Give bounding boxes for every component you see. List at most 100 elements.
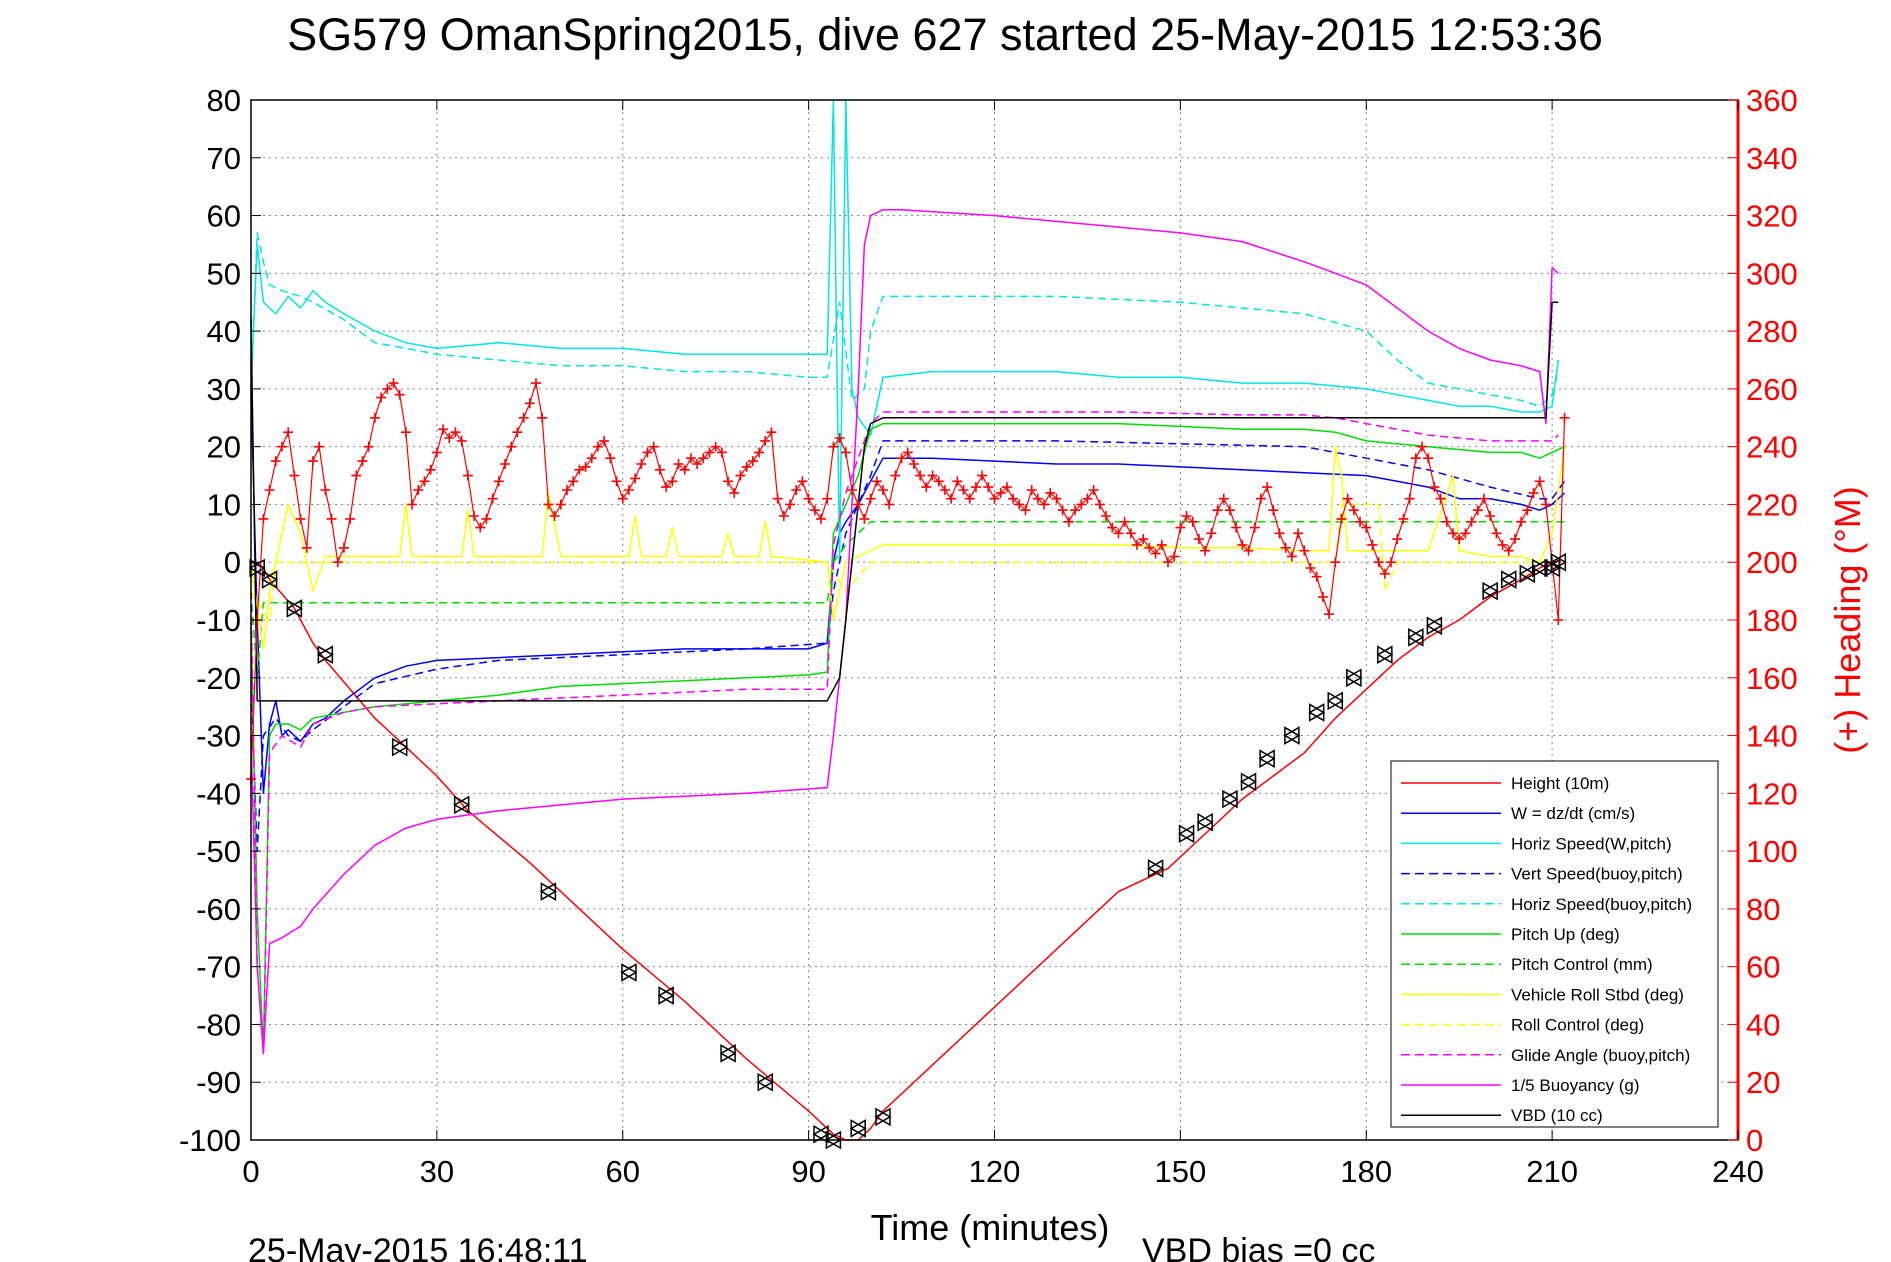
- heading-point: [1181, 511, 1192, 521]
- legend-label: Roll Control (deg): [1511, 1016, 1644, 1035]
- heading-point: [314, 441, 325, 452]
- heading-point: [679, 464, 690, 475]
- heading-point: [605, 453, 616, 464]
- heading-point: [1348, 505, 1359, 516]
- heading-point: [1156, 539, 1167, 550]
- series-vbd-10-cc: [250, 301, 1559, 702]
- heading-point: [1386, 557, 1397, 568]
- dive-marker: [1425, 616, 1443, 636]
- right-tick-label: 300: [1746, 256, 1798, 291]
- heading-point: [803, 493, 814, 504]
- heading-point: [518, 412, 529, 423]
- dive-marker: [756, 1072, 774, 1092]
- heading-point: [729, 487, 740, 498]
- heading-point: [493, 476, 504, 487]
- heading-point: [481, 513, 492, 524]
- left-tick-label: -30: [196, 719, 241, 754]
- heading-point: [785, 499, 796, 510]
- dive-marker: [1549, 552, 1567, 572]
- dive-marker: [1178, 824, 1196, 844]
- heading-point: [933, 476, 944, 487]
- heading-point: [1268, 505, 1279, 516]
- marker-left-triangle: [285, 599, 303, 618]
- heading-point: [1447, 528, 1458, 539]
- heading-point: [270, 456, 281, 467]
- left-tick-label: 10: [207, 487, 241, 522]
- left-tick-label: -80: [196, 1007, 241, 1042]
- heading-point: [1032, 493, 1043, 504]
- heading-point: [357, 456, 368, 467]
- heading-point: [754, 447, 765, 458]
- heading-point: [921, 482, 932, 493]
- heading-point: [1534, 476, 1545, 487]
- heading-point: [1336, 513, 1347, 524]
- left-tick-label: 80: [207, 83, 241, 118]
- heading-point: [586, 453, 597, 464]
- heading-point: [351, 470, 362, 481]
- legend-label: Pitch Up (deg): [1511, 925, 1620, 944]
- dive-marker: [719, 1044, 737, 1063]
- heading-point: [760, 435, 771, 446]
- heading-point: [425, 464, 436, 475]
- heading-point: [698, 453, 709, 464]
- heading-point: [1082, 493, 1093, 504]
- dive-marker: [1481, 581, 1499, 601]
- dive-marker: [849, 1119, 867, 1138]
- marker-left-triangle: [1531, 558, 1548, 578]
- heading-point: [413, 485, 424, 495]
- heading-point: [568, 476, 579, 487]
- heading-point: [400, 427, 411, 438]
- dive-marker: [657, 986, 675, 1005]
- heading-point: [1026, 485, 1037, 495]
- right-tick-label: 160: [1746, 661, 1798, 696]
- heading-point: [1187, 516, 1198, 527]
- heading-point: [1516, 516, 1527, 527]
- dive-marker: [1500, 570, 1518, 589]
- heading-point: [1398, 513, 1409, 524]
- series-pitch-up-deg: [250, 422, 1565, 1055]
- series-horiz-speed-buoy-pitch: [250, 232, 1560, 407]
- left-tick-label: 70: [207, 141, 241, 176]
- heading-point: [741, 461, 752, 472]
- heading-point: [1299, 545, 1310, 556]
- heading-point: [716, 447, 727, 458]
- heading-point: [1522, 505, 1533, 516]
- marker-left-triangle: [1221, 789, 1238, 809]
- x-tick-label: 120: [969, 1154, 1021, 1189]
- heading-point: [382, 383, 393, 394]
- heading-point: [1435, 493, 1446, 504]
- heading-point: [1212, 505, 1223, 516]
- heading-point: [1423, 453, 1434, 464]
- heading-point: [890, 470, 901, 481]
- heading-point: [816, 513, 827, 524]
- heading-point: [1094, 499, 1105, 510]
- heading-point: [1528, 487, 1539, 498]
- right-tick-label: 100: [1746, 834, 1798, 869]
- series-1-5-buoyancy-g: [250, 209, 1559, 1055]
- heading-point: [289, 470, 300, 481]
- heading-point: [809, 505, 820, 516]
- right-tick-label: 140: [1746, 719, 1798, 754]
- heading-point: [1101, 511, 1112, 521]
- heading-point: [865, 493, 876, 504]
- heading-point: [444, 433, 455, 443]
- heading-point: [283, 427, 294, 438]
- marker-left-triangle: [261, 570, 278, 589]
- heading-point: [1107, 522, 1118, 533]
- heading-point: [487, 493, 498, 504]
- dive-marker: [1283, 726, 1301, 745]
- heading-point: [1367, 539, 1378, 550]
- heading-point: [908, 459, 919, 469]
- heading-point: [772, 493, 783, 504]
- heading-point: [394, 389, 405, 400]
- heading-point: [1218, 493, 1229, 504]
- marker-left-triangle: [1549, 552, 1567, 572]
- marker-left-triangle: [1258, 749, 1275, 768]
- marker-left-triangle: [620, 963, 637, 982]
- left-tick-label: -70: [196, 950, 241, 985]
- marker-left-triangle: [874, 1107, 891, 1127]
- right-tick-label: 200: [1746, 545, 1798, 580]
- left-tick-label: -50: [196, 834, 241, 869]
- heading-point: [307, 456, 318, 467]
- heading-point: [685, 453, 696, 464]
